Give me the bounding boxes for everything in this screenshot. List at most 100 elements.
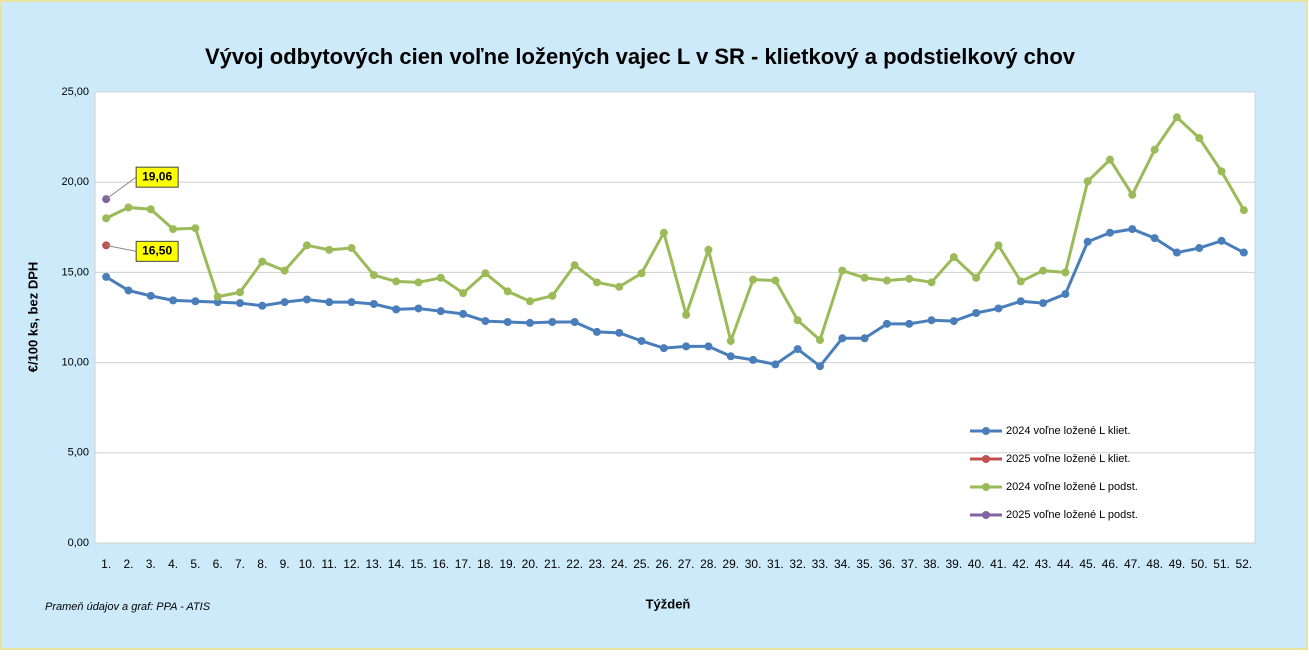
data-point: [414, 304, 423, 313]
x-tick-label: 51.: [1213, 557, 1230, 571]
data-point: [369, 299, 378, 308]
data-point: [749, 355, 758, 364]
x-tick-label: 46.: [1102, 557, 1119, 571]
data-point: [949, 317, 958, 326]
data-point: [1150, 145, 1159, 154]
x-tick-label: 32.: [789, 557, 806, 571]
x-tick-label: 19.: [499, 557, 516, 571]
x-tick-label: 50.: [1191, 557, 1208, 571]
x-tick-label: 11.: [321, 557, 337, 571]
data-point: [481, 317, 490, 326]
data-point: [816, 336, 824, 345]
x-tick-label: 2.: [123, 557, 133, 571]
y-tick-label: 5,00: [68, 447, 89, 459]
data-point: [570, 261, 579, 270]
x-tick-label: 43.: [1035, 557, 1052, 571]
data-point: [704, 342, 713, 351]
data-point: [1172, 248, 1181, 257]
x-tick-label: 16.: [432, 557, 449, 571]
data-point: [1061, 268, 1070, 277]
data-point: [1128, 225, 1137, 234]
value-label: 16,50: [142, 244, 172, 258]
data-point: [124, 286, 133, 295]
data-point: [414, 278, 423, 287]
x-tick-label: 18.: [477, 557, 494, 571]
legend-marker: [982, 511, 990, 519]
data-point: [1039, 266, 1048, 275]
data-point: [905, 274, 914, 283]
data-point: [1106, 155, 1114, 164]
leader-line: [105, 176, 137, 200]
data-point: [682, 342, 691, 351]
data-point: [637, 269, 646, 278]
data-point: [503, 287, 512, 296]
data-point: [927, 316, 936, 325]
x-tick-label: 15.: [410, 557, 427, 571]
x-tick-label: 13.: [366, 557, 383, 571]
data-point: [280, 266, 289, 275]
x-tick-label: 30.: [745, 557, 762, 571]
data-point: [236, 299, 244, 308]
y-tick-label: 20,00: [61, 176, 89, 188]
series-line: [105, 114, 1246, 347]
x-tick-label: 38.: [923, 557, 940, 571]
data-point: [169, 225, 178, 234]
x-tick-label: 42.: [1012, 557, 1029, 571]
leader-line: [106, 244, 137, 252]
value-label: 19,06: [142, 169, 172, 183]
data-point: [258, 301, 267, 310]
x-tick-label: 36.: [879, 557, 896, 571]
legend-label: 2025 voľne ložené L kliet.: [1006, 453, 1131, 465]
x-tick-label: 37.: [901, 557, 918, 571]
x-tick-label: 24.: [611, 557, 628, 571]
value-label-box: [135, 240, 179, 262]
x-tick-label: 9.: [280, 557, 290, 571]
y-tick-label: 0,00: [68, 537, 89, 549]
data-point: [994, 241, 1003, 250]
x-tick-label: 33.: [812, 557, 829, 571]
x-tick-label: 17.: [455, 557, 472, 571]
x-tick-label: 29.: [722, 557, 739, 571]
data-point: [972, 308, 981, 317]
source-note: Prameň údajov a graf: PPA - ATIS: [45, 601, 211, 613]
data-point: [771, 276, 780, 285]
data-point: [102, 214, 111, 223]
data-point: [838, 266, 847, 275]
data-point: [771, 360, 780, 369]
data-point: [1172, 113, 1181, 122]
data-point: [1016, 297, 1025, 306]
x-tick-label: 26.: [656, 557, 673, 571]
data-point: [302, 241, 311, 250]
data-point: [302, 295, 311, 304]
y-tick-label: 10,00: [61, 357, 89, 369]
data-point: [726, 336, 735, 345]
data-point: [882, 319, 891, 328]
data-point: [704, 245, 713, 254]
data-point: [548, 291, 557, 300]
data-point: [615, 282, 624, 291]
data-point: [548, 318, 557, 327]
x-tick-label: 14.: [388, 557, 405, 571]
data-point: [1083, 237, 1092, 246]
data-point: [280, 298, 289, 307]
data-point: [236, 288, 244, 297]
data-point: [1195, 244, 1204, 253]
series-line: [105, 227, 1245, 369]
x-tick-label: 1.: [101, 557, 111, 571]
x-tick-label: 31.: [767, 557, 784, 571]
data-point: [258, 257, 267, 266]
data-point: [481, 269, 490, 278]
data-point: [347, 244, 356, 253]
legend-marker: [982, 483, 990, 491]
x-tick-label: 12.: [343, 557, 360, 571]
x-tick-label: 44.: [1057, 557, 1074, 571]
data-point: [637, 336, 646, 345]
data-point: [191, 297, 200, 306]
data-point: [526, 297, 534, 306]
data-point: [325, 298, 334, 307]
x-tick-label: 27.: [678, 557, 695, 571]
y-tick-label: 25,00: [61, 86, 89, 98]
data-point: [102, 272, 111, 281]
data-point: [927, 278, 936, 287]
